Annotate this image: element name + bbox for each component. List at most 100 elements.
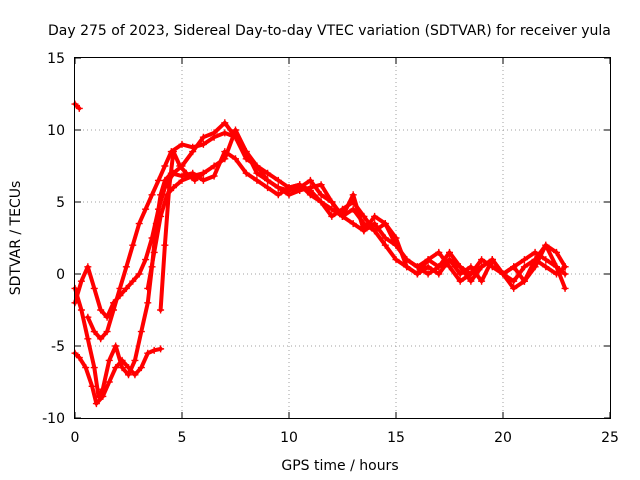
series-track-4 <box>71 345 165 408</box>
data-point <box>199 133 207 141</box>
x-tick-label: 20 <box>494 430 512 446</box>
y-tick-label: 15 <box>47 51 65 67</box>
data-point <box>349 205 357 213</box>
data-point <box>154 176 162 184</box>
data-point <box>274 191 282 199</box>
data-series <box>71 100 569 408</box>
series-line <box>145 171 206 291</box>
x-tick-label: 5 <box>178 430 187 446</box>
data-point <box>161 241 169 249</box>
data-point <box>306 176 314 184</box>
data-point <box>77 306 85 314</box>
x-tick-label: 10 <box>280 430 298 446</box>
data-point <box>92 400 100 408</box>
data-point <box>360 227 368 235</box>
data-point <box>403 263 411 271</box>
data-point <box>446 248 453 256</box>
data-point <box>199 176 207 184</box>
data-point <box>456 270 464 278</box>
data-point <box>112 364 120 372</box>
data-point <box>349 220 357 228</box>
data-point <box>232 126 239 134</box>
data-point <box>531 256 539 264</box>
data-point <box>317 198 325 206</box>
data-point <box>371 212 379 220</box>
data-point <box>285 186 293 194</box>
data-point <box>148 191 156 199</box>
data-point <box>97 306 105 314</box>
data-point <box>328 205 336 213</box>
data-point <box>125 371 132 379</box>
data-point <box>510 284 518 292</box>
data-point <box>328 212 336 220</box>
data-point <box>456 277 464 285</box>
data-point <box>210 162 218 170</box>
data-point <box>112 342 120 350</box>
data-point <box>144 299 152 307</box>
data-point <box>542 256 550 264</box>
data-point <box>531 263 539 271</box>
data-point <box>199 169 207 177</box>
data-point <box>339 205 346 213</box>
data-point <box>274 184 282 192</box>
data-point <box>221 155 229 163</box>
data-point <box>210 172 218 180</box>
y-axis-title: SDTVAR / TECUs <box>8 181 24 296</box>
data-point <box>413 270 421 278</box>
data-point <box>182 169 190 177</box>
series-track-1 <box>71 100 83 112</box>
data-point <box>131 356 139 364</box>
data-point <box>467 277 475 285</box>
data-point <box>125 364 132 372</box>
data-point <box>157 212 165 220</box>
data-point <box>520 263 528 271</box>
data-point <box>116 284 124 292</box>
data-point <box>97 335 105 343</box>
data-point <box>381 220 389 228</box>
data-point <box>163 191 171 199</box>
data-point <box>122 263 130 271</box>
y-tick-label: 10 <box>47 123 65 139</box>
data-point <box>150 346 158 354</box>
data-point <box>561 263 569 271</box>
data-point <box>531 248 539 256</box>
data-point <box>306 191 314 199</box>
data-point <box>488 256 496 264</box>
data-point <box>90 364 98 372</box>
data-point <box>189 143 197 151</box>
plot-frame <box>74 57 611 419</box>
data-point <box>392 256 400 264</box>
data-point <box>520 277 528 285</box>
data-point <box>105 378 113 386</box>
series-track-3 <box>71 119 569 321</box>
data-point <box>553 263 560 271</box>
data-point <box>176 162 184 170</box>
data-point <box>144 349 152 357</box>
data-point <box>90 284 98 292</box>
data-point <box>137 328 145 336</box>
data-point <box>242 148 250 156</box>
x-tick-label: 25 <box>601 430 619 446</box>
data-point <box>221 119 229 127</box>
data-point <box>210 133 218 141</box>
data-point <box>349 191 357 199</box>
data-point <box>242 169 250 177</box>
data-point <box>178 176 186 184</box>
data-point <box>392 234 400 242</box>
data-point <box>129 241 137 249</box>
data-point <box>520 256 528 264</box>
data-point <box>178 140 186 148</box>
data-point <box>84 263 92 271</box>
data-point <box>317 181 325 189</box>
data-point <box>264 169 272 177</box>
data-point <box>75 354 83 362</box>
data-point <box>99 392 107 400</box>
data-point <box>148 234 156 242</box>
data-point <box>274 176 282 184</box>
data-point <box>446 263 453 271</box>
data-point <box>169 148 177 156</box>
data-point <box>371 220 379 228</box>
data-point <box>142 205 150 213</box>
data-point <box>510 277 518 285</box>
